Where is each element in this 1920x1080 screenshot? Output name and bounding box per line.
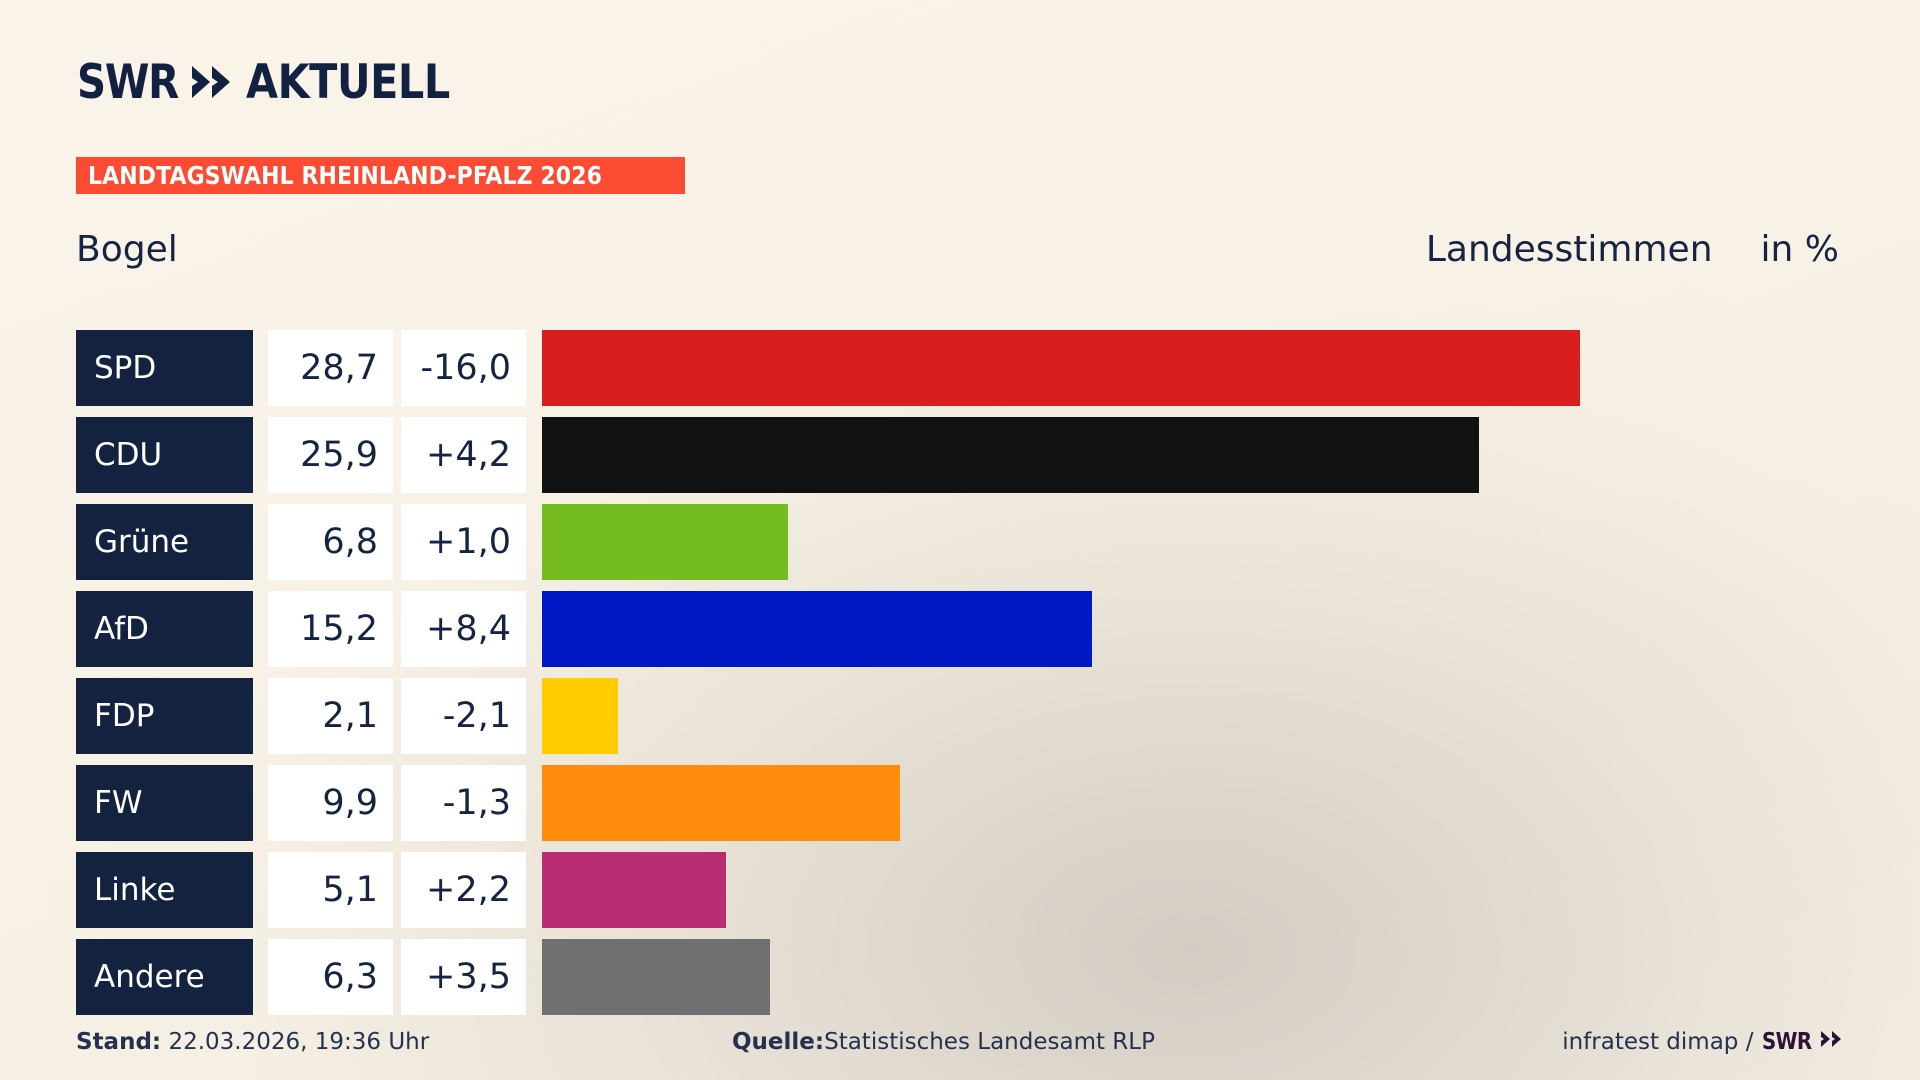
party-change-cell: +4,2 xyxy=(401,417,526,493)
result-bar xyxy=(542,852,727,928)
result-bar xyxy=(542,330,1581,406)
party-share-value: 5,1 xyxy=(322,869,378,910)
result-bar xyxy=(542,765,901,841)
party-name: SPD xyxy=(94,349,157,386)
party-change-value: -16,0 xyxy=(420,347,511,388)
chart-footer: Stand: 22.03.2026, 19:36 Uhr Quelle: Sta… xyxy=(76,1024,1846,1060)
party-label-cell: FDP xyxy=(76,678,253,754)
party-change-cell: +3,5 xyxy=(401,939,526,1015)
chart-row: AfD 15,2 +8,4 xyxy=(76,591,1866,667)
party-label-cell: Grüne xyxy=(76,504,253,580)
chart-legend-labels: Landesstimmen in % xyxy=(1426,230,1839,270)
party-share-value: 9,9 xyxy=(322,782,378,823)
party-change-value: +8,4 xyxy=(426,608,511,649)
party-change-value: +3,5 xyxy=(426,956,511,997)
chart-row: SPD 28,7 -16,0 xyxy=(76,330,1866,406)
party-name: Linke xyxy=(94,871,176,908)
bar-track xyxy=(542,765,1866,841)
unit-label: in % xyxy=(1760,229,1839,270)
party-share-cell: 25,9 xyxy=(268,417,393,493)
result-bar xyxy=(542,591,1092,667)
party-share-cell: 28,7 xyxy=(268,330,393,406)
chart-row: FW 9,9 -1,3 xyxy=(76,765,1866,841)
stand-value: 22.03.2026, 19:36 Uhr xyxy=(168,1029,430,1055)
party-name: FW xyxy=(94,784,143,821)
result-bar xyxy=(542,939,770,1015)
party-label-cell: SPD xyxy=(76,330,253,406)
bar-track xyxy=(542,591,1866,667)
party-label-cell: CDU xyxy=(76,417,253,493)
result-bar xyxy=(542,678,618,754)
chart-row: FDP 2,1 -2,1 xyxy=(76,678,1866,754)
party-share-cell: 5,1 xyxy=(268,852,393,928)
chart-row: CDU 25,9 +4,2 xyxy=(76,417,1866,493)
party-change-cell: +8,4 xyxy=(401,591,526,667)
chart-row: Grüne 6,8 +1,0 xyxy=(76,504,1866,580)
double-chevron-right-icon xyxy=(190,62,236,102)
bar-track xyxy=(542,852,1866,928)
bar-track xyxy=(542,939,1866,1015)
stand-label: Stand: xyxy=(76,1029,162,1055)
party-change-cell: -2,1 xyxy=(401,678,526,754)
bar-track xyxy=(542,504,1866,580)
party-change-value: +2,2 xyxy=(426,869,511,910)
quelle-value: Statistisches Landesamt RLP xyxy=(824,1029,1155,1055)
chart-row: Linke 5,1 +2,2 xyxy=(76,852,1866,928)
party-name: FDP xyxy=(94,697,155,734)
credit-swr-text: SWR xyxy=(1762,1029,1812,1055)
party-change-value: -1,3 xyxy=(442,782,511,823)
vote-type-label: Landesstimmen xyxy=(1425,229,1713,270)
logo-aktuell-text: AKTUELL xyxy=(246,54,451,110)
bar-track xyxy=(542,417,1866,493)
chart-row: Andere 6,3 +3,5 xyxy=(76,939,1866,1015)
party-share-value: 15,2 xyxy=(300,608,378,649)
party-change-cell: -1,3 xyxy=(401,765,526,841)
party-change-cell: -16,0 xyxy=(401,330,526,406)
party-share-cell: 6,8 xyxy=(268,504,393,580)
credit-swr-logo: SWR xyxy=(1762,1029,1846,1055)
election-title-banner: LANDTAGSWAHL RHEINLAND-PFALZ 2026 xyxy=(76,157,686,194)
bar-track xyxy=(542,330,1866,406)
quelle-label: Quelle: xyxy=(732,1029,825,1055)
party-label-cell: AfD xyxy=(76,591,253,667)
party-share-value: 2,1 xyxy=(322,695,378,736)
party-share-value: 6,3 xyxy=(322,956,378,997)
party-share-value: 28,7 xyxy=(300,347,378,388)
party-change-cell: +1,0 xyxy=(401,504,526,580)
result-bar xyxy=(542,417,1479,493)
swr-aktuell-logo: SWR AKTUELL xyxy=(77,55,478,109)
election-title-text: LANDTAGSWAHL RHEINLAND-PFALZ 2026 xyxy=(88,161,603,190)
party-share-cell: 6,3 xyxy=(268,939,393,1015)
party-change-value: +4,2 xyxy=(426,434,511,475)
party-change-cell: +2,2 xyxy=(401,852,526,928)
credit-info: infratest dimap / SWR xyxy=(1562,1024,1846,1060)
credit-text: infratest dimap / xyxy=(1562,1029,1754,1055)
party-name: Grüne xyxy=(94,523,190,560)
party-label-cell: FW xyxy=(76,765,253,841)
party-label-cell: Linke xyxy=(76,852,253,928)
party-change-value: +1,0 xyxy=(426,521,511,562)
party-share-cell: 9,9 xyxy=(268,765,393,841)
party-share-cell: 15,2 xyxy=(268,591,393,667)
bar-track xyxy=(542,678,1866,754)
chart-subheader: Bogel Landesstimmen in % xyxy=(76,228,1839,272)
party-name: CDU xyxy=(94,436,163,473)
logo-swr-text: SWR xyxy=(77,54,179,110)
stand-info: Stand: 22.03.2026, 19:36 Uhr xyxy=(76,1029,429,1055)
region-name: Bogel xyxy=(76,229,178,270)
party-share-cell: 2,1 xyxy=(268,678,393,754)
results-chart: SPD 28,7 -16,0 CDU 25,9 +4,2 Grüne 6,8 +1,0 AfD 15… xyxy=(76,330,1866,1015)
party-change-value: -2,1 xyxy=(442,695,511,736)
double-chevron-right-icon xyxy=(1820,1029,1846,1055)
party-name: Andere xyxy=(94,958,205,995)
source-info: Quelle: Statistisches Landesamt RLP xyxy=(732,1024,1155,1060)
party-label-cell: Andere xyxy=(76,939,253,1015)
result-bar xyxy=(542,504,788,580)
party-name: AfD xyxy=(94,610,149,647)
party-share-value: 6,8 xyxy=(322,521,378,562)
party-share-value: 25,9 xyxy=(300,434,378,475)
